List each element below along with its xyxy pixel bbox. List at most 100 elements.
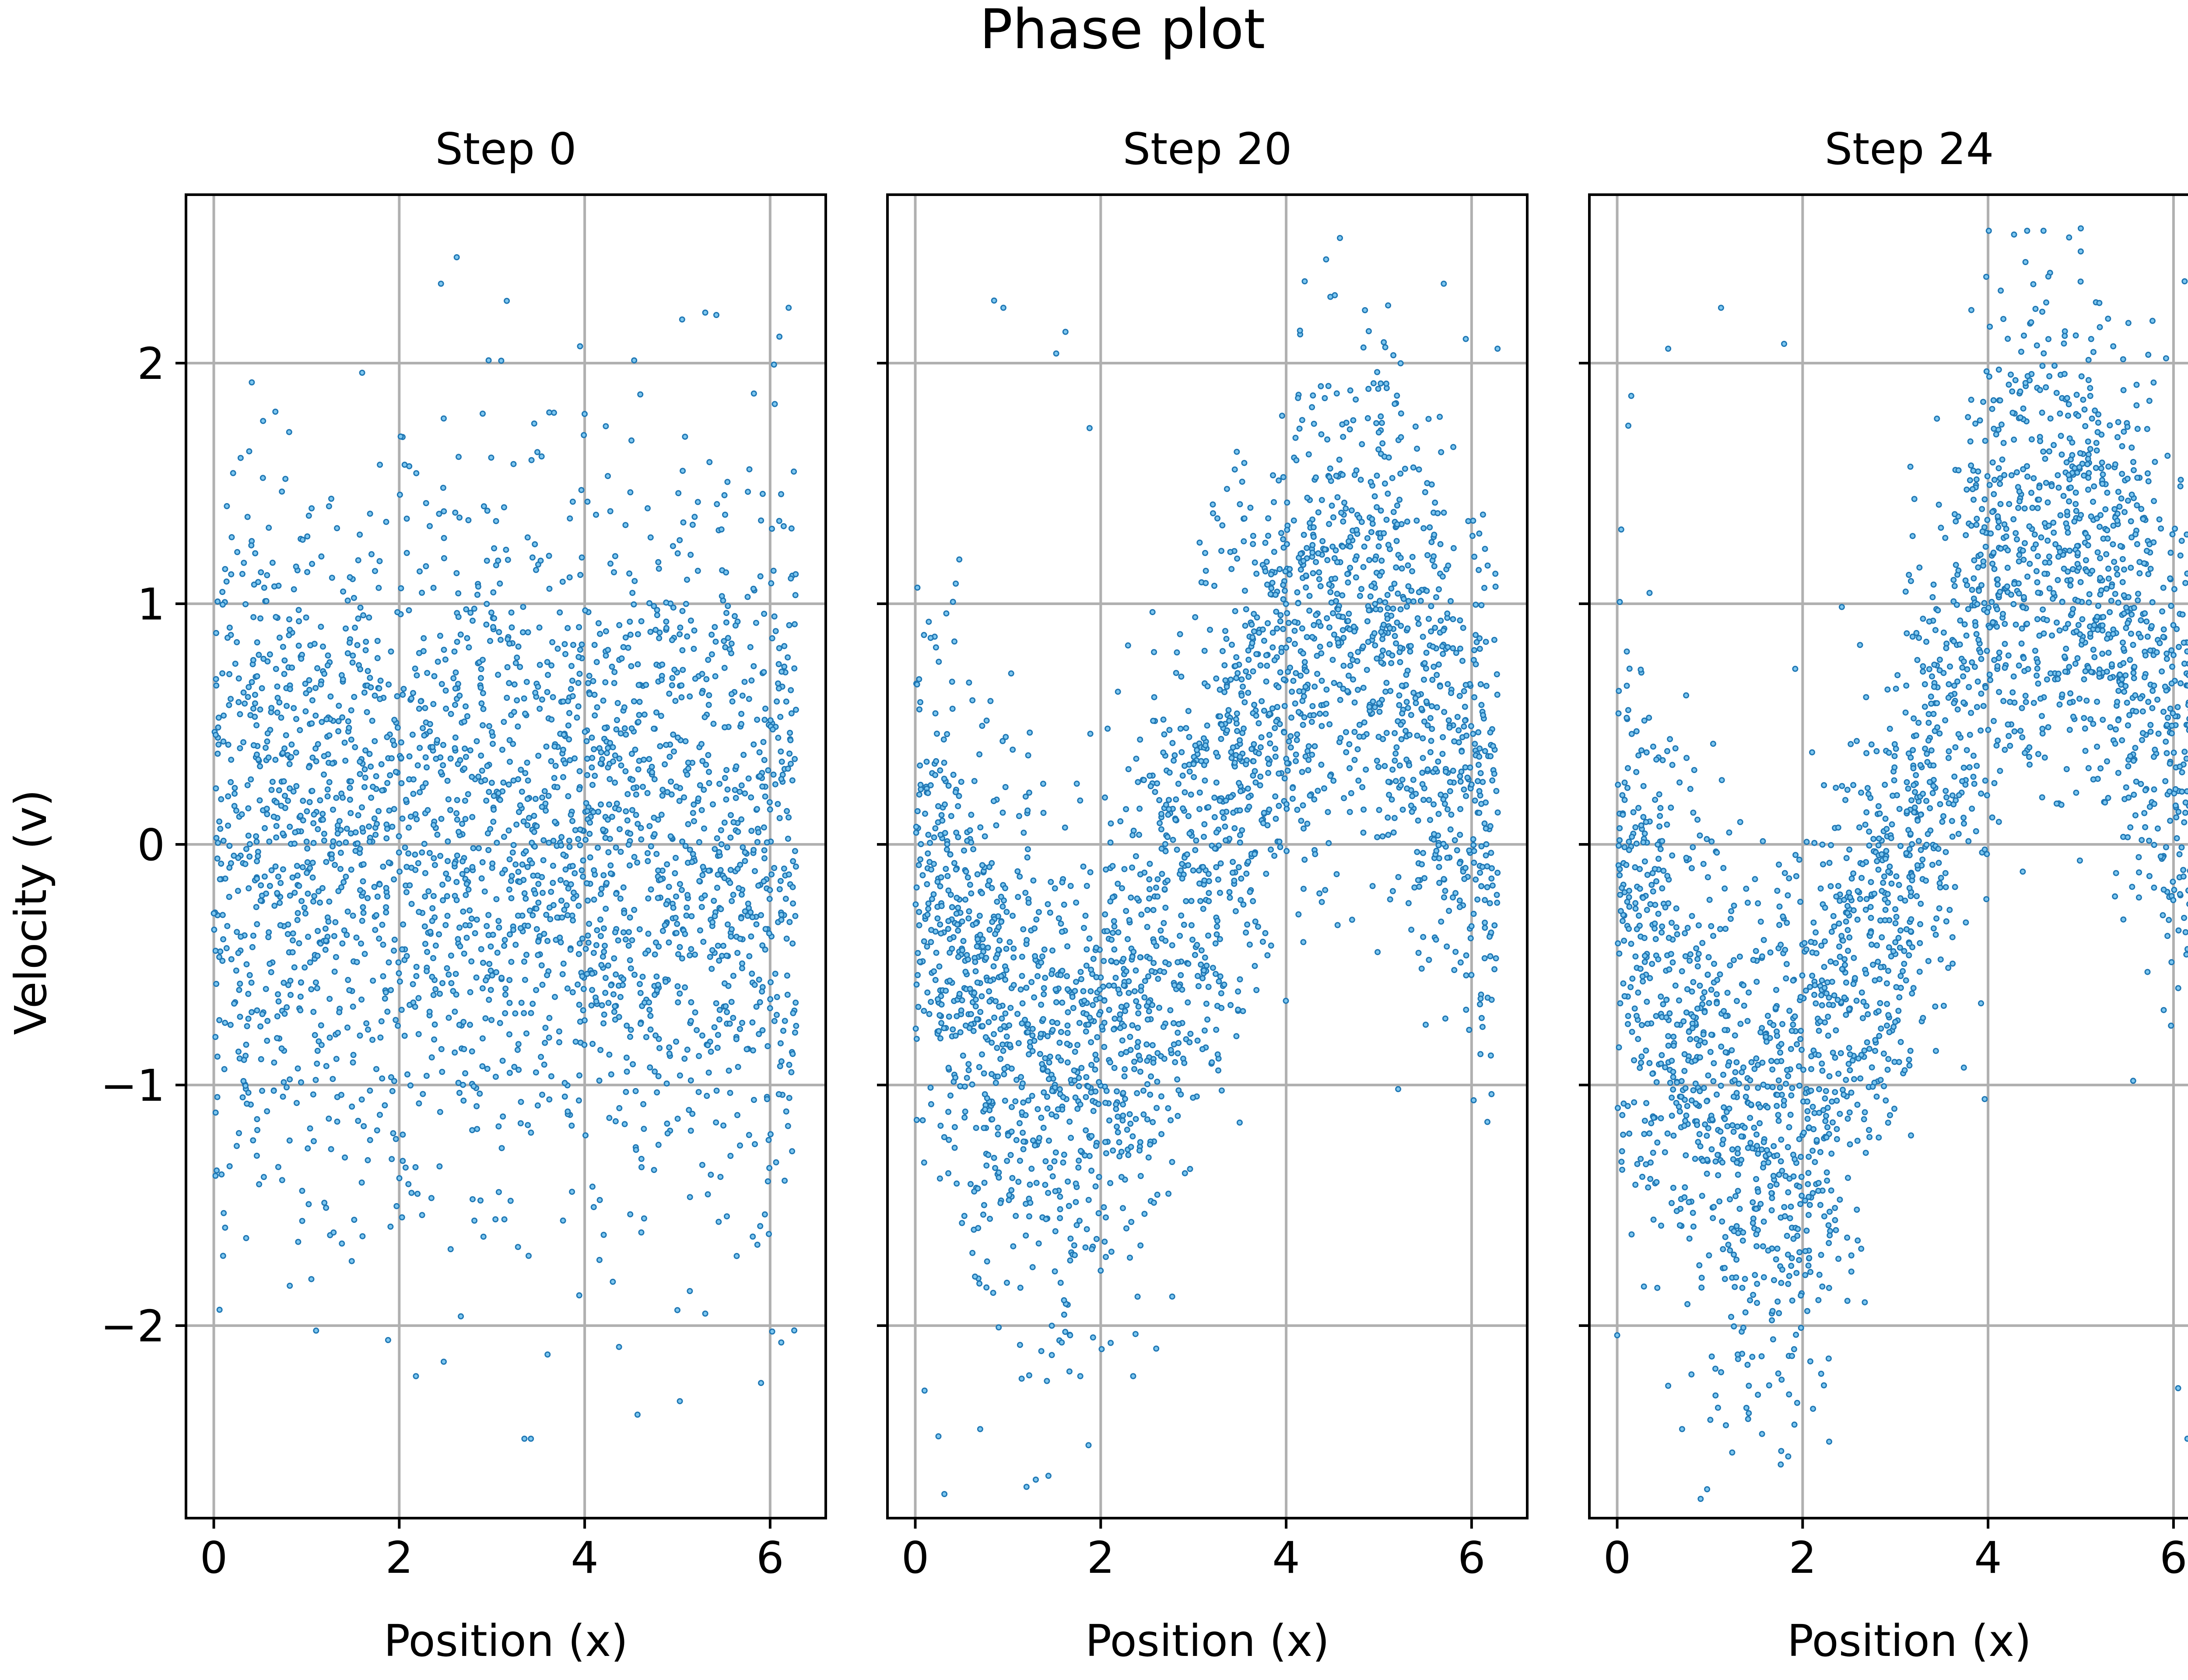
scatter-point <box>1228 566 1235 572</box>
scatter-point <box>386 859 392 866</box>
scatter-point <box>1322 887 1329 893</box>
scatter-point <box>1393 640 1399 647</box>
scatter-point <box>360 910 367 916</box>
scatter-point <box>1301 532 1307 538</box>
scatter-point <box>1387 625 1393 631</box>
scatter-point <box>228 956 235 962</box>
scatter-point <box>438 280 444 287</box>
scatter-point <box>467 989 473 995</box>
scatter-point <box>1385 490 1391 497</box>
scatter-point <box>992 931 998 937</box>
scatter-point <box>997 1200 1004 1206</box>
scatter-point <box>1375 764 1382 770</box>
scatter-point <box>991 1015 998 1021</box>
scatter-point <box>600 826 607 833</box>
scatter-point <box>603 750 610 756</box>
scatter-point <box>1364 415 1371 421</box>
scatter-point <box>329 760 336 767</box>
scatter-point <box>710 721 717 727</box>
scatter-point <box>444 777 451 784</box>
scatter-point <box>1473 632 1479 638</box>
scatter-point <box>259 475 266 481</box>
scatter-point <box>421 635 427 641</box>
scatter-point <box>1230 859 1236 865</box>
scatter-point <box>635 682 642 688</box>
scatter-point <box>1093 1143 1099 1149</box>
y-tick-label: 0 <box>137 819 165 871</box>
scatter-point <box>257 897 264 904</box>
scatter-point <box>292 829 298 836</box>
scatter-point <box>508 624 515 631</box>
scatter-point <box>1171 757 1177 764</box>
scatter-point <box>1297 327 1303 334</box>
scatter-point <box>1448 812 1455 818</box>
scatter-point <box>677 537 683 543</box>
scatter-point <box>484 508 491 514</box>
scatter-point <box>1378 508 1384 514</box>
scatter-point <box>1224 727 1230 734</box>
scatter-point <box>1090 956 1097 962</box>
scatter-point <box>312 979 319 986</box>
scatter-point <box>265 934 272 940</box>
scatter-point <box>252 550 259 556</box>
scatter-point <box>1357 476 1364 483</box>
scatter-point <box>724 786 731 793</box>
scatter-point <box>1253 987 1260 993</box>
scatter-point <box>1340 662 1347 669</box>
scatter-point <box>1115 986 1122 993</box>
scatter-point <box>245 885 252 892</box>
scatter-point <box>605 647 611 653</box>
scatter-point <box>510 842 517 848</box>
scatter-point <box>672 870 678 876</box>
scatter-point <box>223 578 230 585</box>
scatter-point <box>235 675 242 682</box>
scatter-point <box>341 927 347 934</box>
scatter-point <box>1165 812 1171 818</box>
scatter-point <box>666 690 673 697</box>
scatter-point <box>1397 782 1404 789</box>
scatter-point <box>1129 1022 1136 1029</box>
scatter-point <box>1108 936 1115 943</box>
scatter-point <box>1168 1117 1174 1124</box>
scatter-point <box>430 955 436 961</box>
scatter-point <box>768 871 775 878</box>
scatter-point <box>433 756 439 762</box>
scatter-point <box>501 504 507 511</box>
scatter-point <box>431 1036 438 1043</box>
y-tick-label: −2 <box>101 1301 165 1352</box>
scatter-point <box>725 635 731 641</box>
scatter-point <box>428 1195 435 1201</box>
scatter-point <box>236 987 242 993</box>
scatter-point <box>1438 449 1445 455</box>
scatter-point <box>1301 714 1308 721</box>
scatter-point <box>525 629 531 636</box>
scatter-point <box>1271 657 1278 664</box>
scatter-point <box>986 878 992 884</box>
scatter-point <box>1052 1228 1059 1235</box>
scatter-point <box>403 550 410 556</box>
scatter-point <box>557 934 563 941</box>
scatter-point <box>1210 510 1216 517</box>
scatter-point <box>271 1059 277 1066</box>
scatter-point <box>557 609 563 616</box>
scatter-point <box>452 745 458 752</box>
scatter-point <box>613 726 620 733</box>
scatter-point <box>1034 1106 1041 1113</box>
scatter-point <box>395 1022 401 1029</box>
scatter-point <box>1103 1254 1109 1260</box>
scatter-point <box>264 572 270 578</box>
scatter-point <box>382 995 388 1002</box>
scatter-point <box>1471 553 1478 560</box>
scatter-point <box>1047 1054 1053 1060</box>
scatter-point <box>611 680 617 686</box>
scatter-point <box>1331 631 1337 638</box>
scatter-point <box>1200 735 1207 742</box>
scatter-point <box>936 1012 943 1018</box>
scatter-point <box>580 873 586 880</box>
scatter-point <box>330 1076 336 1082</box>
scatter-point <box>343 873 349 880</box>
scatter-point <box>495 790 502 797</box>
scatter-point <box>453 254 460 260</box>
scatter-point <box>1205 984 1212 990</box>
scatter-point <box>1127 1254 1133 1261</box>
